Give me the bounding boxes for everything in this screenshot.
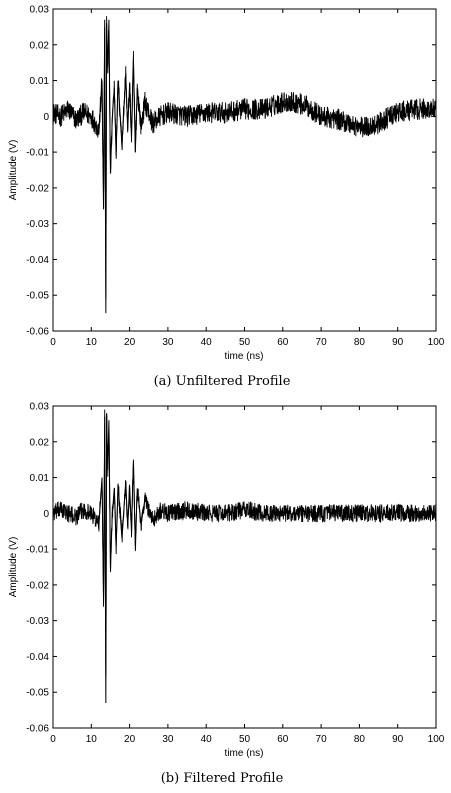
- y-axis-label: Amplitude (V): [8, 140, 19, 201]
- y-tick-label: 0.03: [30, 402, 50, 413]
- x-tick-label: 90: [392, 337, 404, 348]
- y-ticks: 0.03 0.02 0.01 0 -0.01 -0.02 -0.03 -0.04 -0.05 -0…: [26, 402, 436, 735]
- y-tick-label: 0: [43, 112, 49, 123]
- y-tick-label: 0.02: [30, 40, 50, 51]
- y-tick-label: 0.03: [30, 5, 50, 16]
- series-spike-segment: [98, 19, 146, 314]
- y-tick-label: -0.05: [26, 688, 49, 699]
- x-tick-label: 0: [50, 337, 56, 348]
- y-tick-label: 0.01: [30, 76, 50, 87]
- series-spike-segment: [98, 413, 146, 703]
- x-tick-label: 30: [162, 337, 174, 348]
- x-tick-label: 60: [277, 337, 289, 348]
- y-tick-label: -0.02: [26, 183, 49, 194]
- x-tick-label: 20: [124, 337, 136, 348]
- y-tick-label: -0.03: [26, 219, 49, 230]
- x-tick-label: 80: [354, 734, 366, 745]
- x-tick-label: 60: [277, 734, 289, 745]
- x-tick-label: 40: [201, 337, 213, 348]
- y-axis-label: Amplitude (V): [8, 537, 19, 598]
- x-ticks: 0 10 20 30 40 50 60 70 80 90 100: [50, 9, 445, 348]
- figure-caption-a: (a) Unfiltered Profile: [154, 374, 291, 389]
- x-tick-label: 80: [354, 337, 366, 348]
- x-tick-label: 70: [316, 734, 328, 745]
- y-tick-label: -0.01: [26, 545, 49, 556]
- figure-caption-b: (b) Filtered Profile: [161, 771, 284, 786]
- y-tick-label: 0.02: [30, 437, 50, 448]
- x-tick-label: 0: [50, 734, 56, 745]
- x-tick-label: 40: [201, 734, 213, 745]
- y-tick-label: -0.01: [26, 148, 49, 159]
- y-tick-label: 0: [43, 509, 49, 520]
- x-tick-label: 30: [162, 734, 174, 745]
- y-tick-label: -0.06: [26, 724, 49, 735]
- x-ticks: 0 10 20 30 40 50 60 70 80 90 100: [50, 406, 445, 745]
- y-tick-label: -0.04: [26, 652, 49, 663]
- y-ticks: 0.03 0.02 0.01 0 -0.01 -0.02 -0.03 -0.04 -0.05 -0…: [26, 5, 436, 338]
- x-tick-label: 70: [316, 337, 328, 348]
- y-tick-label: -0.06: [26, 327, 49, 338]
- x-tick-label: 100: [428, 337, 445, 348]
- y-tick-label: -0.05: [26, 291, 49, 302]
- x-tick-label: 90: [392, 734, 404, 745]
- y-tick-label: -0.02: [26, 580, 49, 591]
- chart-filtered-profile: 0 10 20 30 40 50 60 70 80 90 100 0.030.020.010-0.0…: [8, 402, 445, 787]
- x-axis-label: time (ns): [225, 748, 264, 759]
- x-tick-label: 50: [239, 337, 251, 348]
- x-tick-label: 10: [86, 337, 98, 348]
- y-tick-label: -0.04: [26, 255, 49, 266]
- x-tick-label: 10: [86, 734, 98, 745]
- y-tick-label: -0.03: [26, 616, 49, 627]
- y-tick-label: 0.01: [30, 473, 50, 484]
- x-tick-label: 20: [124, 734, 136, 745]
- x-tick-label: 50: [239, 734, 251, 745]
- x-axis-label: time (ns): [225, 351, 264, 362]
- chart-unfiltered-profile: 0 10 20 30 40 50 60 70 80 90 100 0.030.020.010-0.0…: [8, 5, 445, 390]
- x-tick-label: 100: [428, 734, 445, 745]
